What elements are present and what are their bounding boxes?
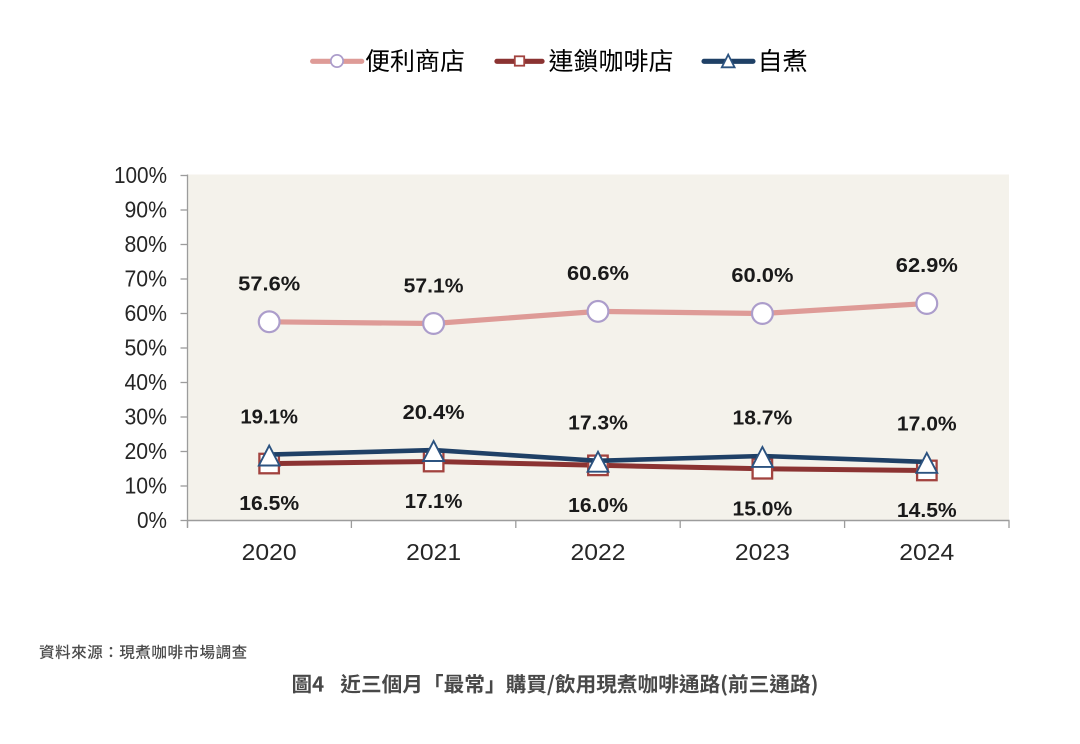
svg-text:57.6%: 57.6%: [238, 273, 300, 296]
svg-text:40%: 40%: [125, 369, 168, 395]
svg-text:57.1%: 57.1%: [404, 274, 464, 297]
svg-text:2024: 2024: [899, 539, 954, 565]
svg-text:2022: 2022: [571, 539, 626, 565]
svg-text:19.1%: 19.1%: [240, 405, 298, 428]
svg-text:18.7%: 18.7%: [733, 407, 793, 430]
svg-text:60.0%: 60.0%: [731, 264, 793, 287]
svg-text:16.5%: 16.5%: [239, 492, 299, 515]
svg-text:2021: 2021: [406, 539, 461, 565]
svg-text:60.6%: 60.6%: [567, 262, 629, 285]
svg-text:20.4%: 20.4%: [403, 401, 465, 424]
svg-text:90%: 90%: [125, 197, 168, 223]
svg-text:15.0%: 15.0%: [733, 497, 793, 520]
svg-text:17.3%: 17.3%: [568, 412, 628, 435]
svg-text:30%: 30%: [125, 404, 168, 430]
svg-text:100%: 100%: [114, 162, 167, 188]
svg-text:20%: 20%: [125, 438, 168, 464]
svg-text:14.5%: 14.5%: [897, 499, 957, 522]
svg-text:17.1%: 17.1%: [405, 490, 463, 513]
svg-text:10%: 10%: [125, 473, 168, 499]
svg-text:17.0%: 17.0%: [897, 413, 957, 436]
svg-text:50%: 50%: [125, 335, 168, 361]
svg-text:0%: 0%: [137, 507, 167, 533]
svg-text:16.0%: 16.0%: [568, 494, 628, 517]
svg-text:70%: 70%: [125, 266, 168, 292]
svg-text:62.9%: 62.9%: [896, 254, 958, 277]
svg-text:80%: 80%: [125, 231, 168, 257]
svg-text:60%: 60%: [125, 300, 168, 326]
svg-text:2020: 2020: [242, 539, 297, 565]
svg-text:2023: 2023: [735, 539, 790, 565]
